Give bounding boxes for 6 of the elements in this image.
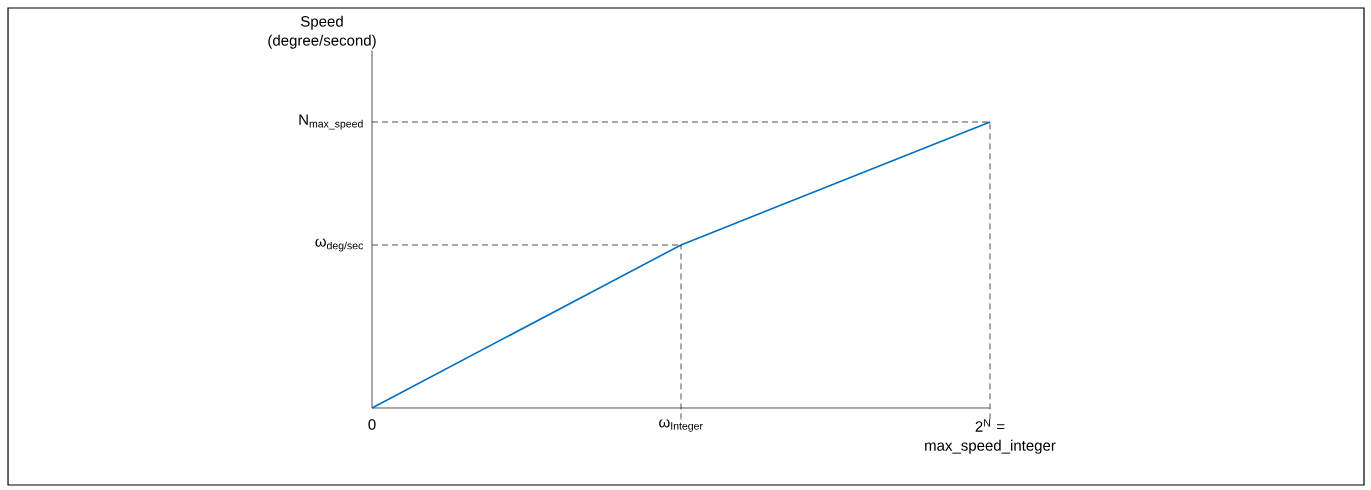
- x-tick-label: ω$_{Integer}$: [659, 419, 703, 432]
- ref-line-label: ω$_{deg/sec}$: [315, 238, 364, 252]
- ref-line-label: N$_{max_speed}$: [299, 114, 363, 130]
- x-tick-label: 2$^{N}$ = max_speed_integer: [925, 419, 1056, 454]
- y-axis-title: Speed (degree/second): [268, 15, 376, 49]
- x-tick-label: 0: [368, 419, 376, 430]
